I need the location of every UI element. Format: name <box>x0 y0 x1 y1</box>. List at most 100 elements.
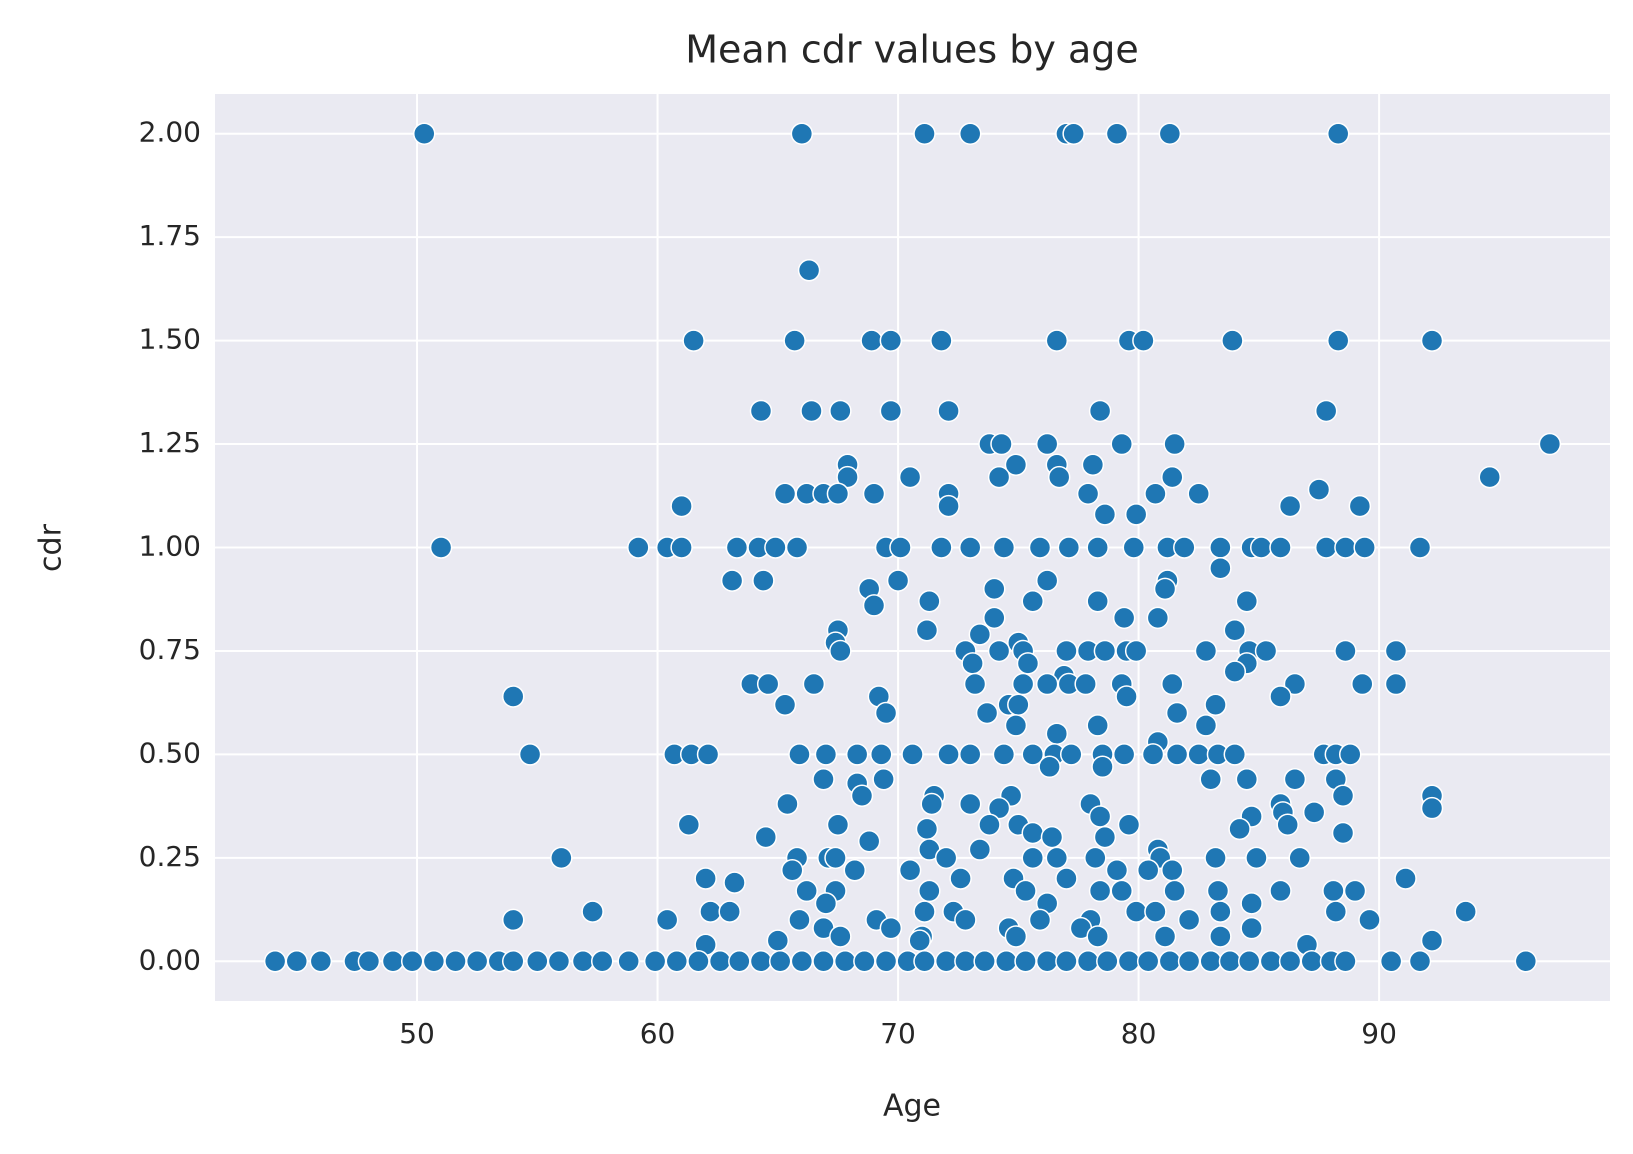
point <box>1136 950 1160 973</box>
point <box>1086 925 1109 948</box>
point <box>1334 639 1357 663</box>
point <box>785 536 809 559</box>
point <box>1105 858 1129 882</box>
point <box>1144 900 1167 923</box>
point <box>862 594 886 617</box>
point <box>547 950 571 973</box>
point <box>1110 879 1133 903</box>
point <box>590 950 614 973</box>
point <box>1420 929 1444 952</box>
point <box>958 792 982 816</box>
point <box>754 825 778 849</box>
point <box>879 916 903 940</box>
point <box>901 743 924 766</box>
point <box>1161 672 1184 696</box>
point <box>824 846 847 870</box>
point <box>571 950 595 973</box>
point <box>958 743 982 766</box>
point <box>1045 329 1069 352</box>
point <box>1206 879 1230 903</box>
point <box>1028 536 1052 559</box>
point <box>1124 503 1148 526</box>
point <box>1086 714 1109 737</box>
point <box>937 494 960 518</box>
point <box>795 879 818 903</box>
point <box>1314 536 1338 559</box>
y-tick-label: 1.25 <box>139 426 201 459</box>
y-tick-label: 0.25 <box>139 840 201 873</box>
point <box>1177 950 1201 973</box>
point <box>357 950 381 973</box>
point <box>756 672 780 696</box>
point <box>1047 465 1071 489</box>
y-tick-label: 1.50 <box>139 323 201 356</box>
y-tick-label: 0.50 <box>139 736 201 769</box>
point <box>1122 536 1146 559</box>
point <box>968 623 992 646</box>
point <box>1269 685 1292 708</box>
point <box>829 925 852 948</box>
point <box>1088 399 1112 423</box>
point <box>773 693 797 716</box>
point <box>728 950 751 973</box>
point <box>1040 825 1064 849</box>
point <box>501 685 525 708</box>
point <box>1086 590 1109 613</box>
point <box>850 784 874 808</box>
point <box>1209 925 1232 948</box>
y-tick-label: 1.75 <box>139 219 201 252</box>
point <box>1076 950 1100 973</box>
point <box>1221 329 1244 352</box>
point <box>1096 950 1119 973</box>
point <box>1146 606 1170 630</box>
point <box>1088 805 1112 828</box>
point <box>1204 693 1227 716</box>
point <box>1343 879 1367 903</box>
point <box>1187 743 1210 766</box>
x-tick-label: 90 <box>1361 1017 1397 1050</box>
point <box>1420 329 1444 352</box>
point <box>1112 606 1136 630</box>
x-tick-label: 50 <box>399 1017 435 1050</box>
point <box>968 838 992 861</box>
point <box>1353 536 1376 559</box>
point <box>1300 950 1324 973</box>
point <box>973 950 996 973</box>
point <box>829 399 852 423</box>
point <box>1035 950 1059 973</box>
point <box>670 494 693 518</box>
point <box>655 908 679 932</box>
point <box>1259 950 1283 973</box>
point <box>1011 672 1035 696</box>
point <box>1478 465 1501 489</box>
point <box>643 950 667 973</box>
point <box>814 743 838 766</box>
point <box>802 672 826 696</box>
point <box>1314 399 1338 423</box>
point <box>1028 908 1052 932</box>
point <box>1091 755 1114 779</box>
point <box>920 792 943 816</box>
point <box>1163 432 1186 456</box>
point <box>1209 556 1232 580</box>
point <box>718 900 741 923</box>
point <box>720 569 744 592</box>
point <box>814 892 838 915</box>
point <box>790 950 814 973</box>
point <box>1348 494 1372 518</box>
point <box>1021 590 1045 613</box>
point <box>918 590 941 613</box>
point <box>1021 846 1045 870</box>
point <box>766 929 790 952</box>
point <box>908 929 931 952</box>
point <box>422 950 446 973</box>
point <box>800 399 823 423</box>
point <box>764 536 787 559</box>
point <box>898 858 922 882</box>
point <box>1394 867 1417 890</box>
points <box>263 122 1562 973</box>
point <box>1331 821 1355 845</box>
y-axis-label: cdr <box>34 523 69 572</box>
point <box>879 399 903 423</box>
point <box>1124 900 1148 923</box>
